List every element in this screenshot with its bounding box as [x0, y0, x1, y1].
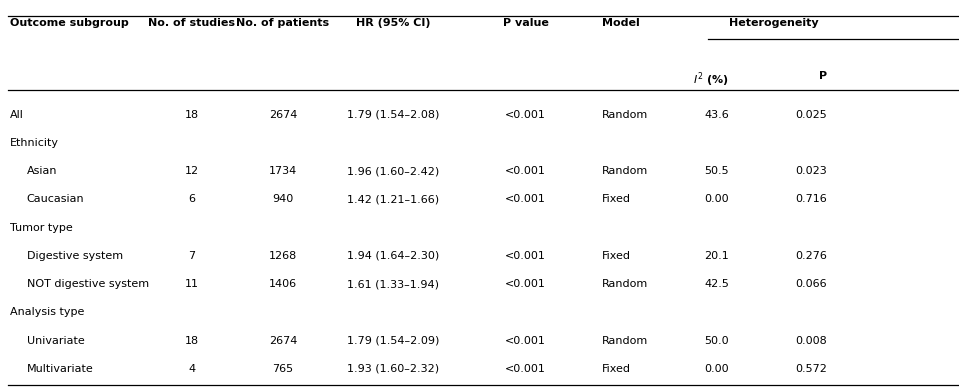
Text: 0.00: 0.00: [704, 194, 729, 205]
Text: No. of patients: No. of patients: [236, 18, 330, 28]
Text: Fixed: Fixed: [602, 364, 631, 374]
Text: <0.001: <0.001: [505, 364, 546, 374]
Text: Digestive system: Digestive system: [27, 251, 123, 261]
Text: 20.1: 20.1: [704, 251, 729, 261]
Text: <0.001: <0.001: [505, 336, 546, 346]
Text: No. of studies: No. of studies: [149, 18, 235, 28]
Text: 50.5: 50.5: [704, 166, 729, 176]
Text: 1406: 1406: [269, 279, 297, 289]
Text: 0.276: 0.276: [795, 251, 827, 261]
Text: 50.0: 50.0: [704, 336, 729, 346]
Text: 0.572: 0.572: [795, 364, 827, 374]
Text: Fixed: Fixed: [602, 251, 631, 261]
Text: 43.6: 43.6: [704, 110, 729, 120]
Text: Univariate: Univariate: [27, 336, 84, 346]
Text: 4: 4: [188, 364, 196, 374]
Text: <0.001: <0.001: [505, 279, 546, 289]
Text: Caucasian: Caucasian: [27, 194, 84, 205]
Text: 1.79 (1.54–2.09): 1.79 (1.54–2.09): [347, 336, 439, 346]
Text: 7: 7: [188, 251, 196, 261]
Text: Fixed: Fixed: [602, 194, 631, 205]
Text: <0.001: <0.001: [505, 110, 546, 120]
Text: <0.001: <0.001: [505, 251, 546, 261]
Text: 0.023: 0.023: [795, 166, 827, 176]
Text: 12: 12: [185, 166, 199, 176]
Text: Outcome subgroup: Outcome subgroup: [10, 18, 129, 28]
Text: 1268: 1268: [269, 251, 297, 261]
Text: 2674: 2674: [269, 110, 297, 120]
Text: 1.96 (1.60–2.42): 1.96 (1.60–2.42): [347, 166, 439, 176]
Text: 0.025: 0.025: [795, 110, 827, 120]
Text: 11: 11: [185, 279, 199, 289]
Text: Tumor type: Tumor type: [10, 223, 72, 233]
Text: 1734: 1734: [269, 166, 297, 176]
Text: 1.42 (1.21–1.66): 1.42 (1.21–1.66): [347, 194, 439, 205]
Text: 18: 18: [185, 110, 199, 120]
Text: $I^2$ (%): $I^2$ (%): [693, 71, 729, 89]
Text: P value: P value: [503, 18, 549, 28]
Text: 6: 6: [188, 194, 196, 205]
Text: 18: 18: [185, 336, 199, 346]
Text: 42.5: 42.5: [704, 279, 729, 289]
Text: Random: Random: [602, 279, 648, 289]
Text: Multivariate: Multivariate: [27, 364, 94, 374]
Text: 0.00: 0.00: [704, 364, 729, 374]
Text: HR (95% CI): HR (95% CI): [356, 18, 431, 28]
Text: Heterogeneity: Heterogeneity: [729, 18, 818, 28]
Text: Random: Random: [602, 166, 648, 176]
Text: NOT digestive system: NOT digestive system: [27, 279, 149, 289]
Text: 0.066: 0.066: [795, 279, 827, 289]
Text: Random: Random: [602, 110, 648, 120]
Text: 0.008: 0.008: [795, 336, 827, 346]
Text: 1.61 (1.33–1.94): 1.61 (1.33–1.94): [347, 279, 439, 289]
Text: P: P: [819, 71, 827, 81]
Text: Random: Random: [602, 336, 648, 346]
Text: 0.716: 0.716: [795, 194, 827, 205]
Text: Analysis type: Analysis type: [10, 307, 84, 318]
Text: Asian: Asian: [27, 166, 58, 176]
Text: 2674: 2674: [269, 336, 297, 346]
Text: Model: Model: [602, 18, 640, 28]
Text: 765: 765: [272, 364, 293, 374]
Text: Ethnicity: Ethnicity: [10, 138, 58, 148]
Text: All: All: [10, 110, 23, 120]
Text: <0.001: <0.001: [505, 166, 546, 176]
Text: 1.93 (1.60–2.32): 1.93 (1.60–2.32): [347, 364, 439, 374]
Text: 1.79 (1.54–2.08): 1.79 (1.54–2.08): [347, 110, 439, 120]
Text: 1.94 (1.64–2.30): 1.94 (1.64–2.30): [347, 251, 439, 261]
Text: <0.001: <0.001: [505, 194, 546, 205]
Text: 940: 940: [272, 194, 293, 205]
